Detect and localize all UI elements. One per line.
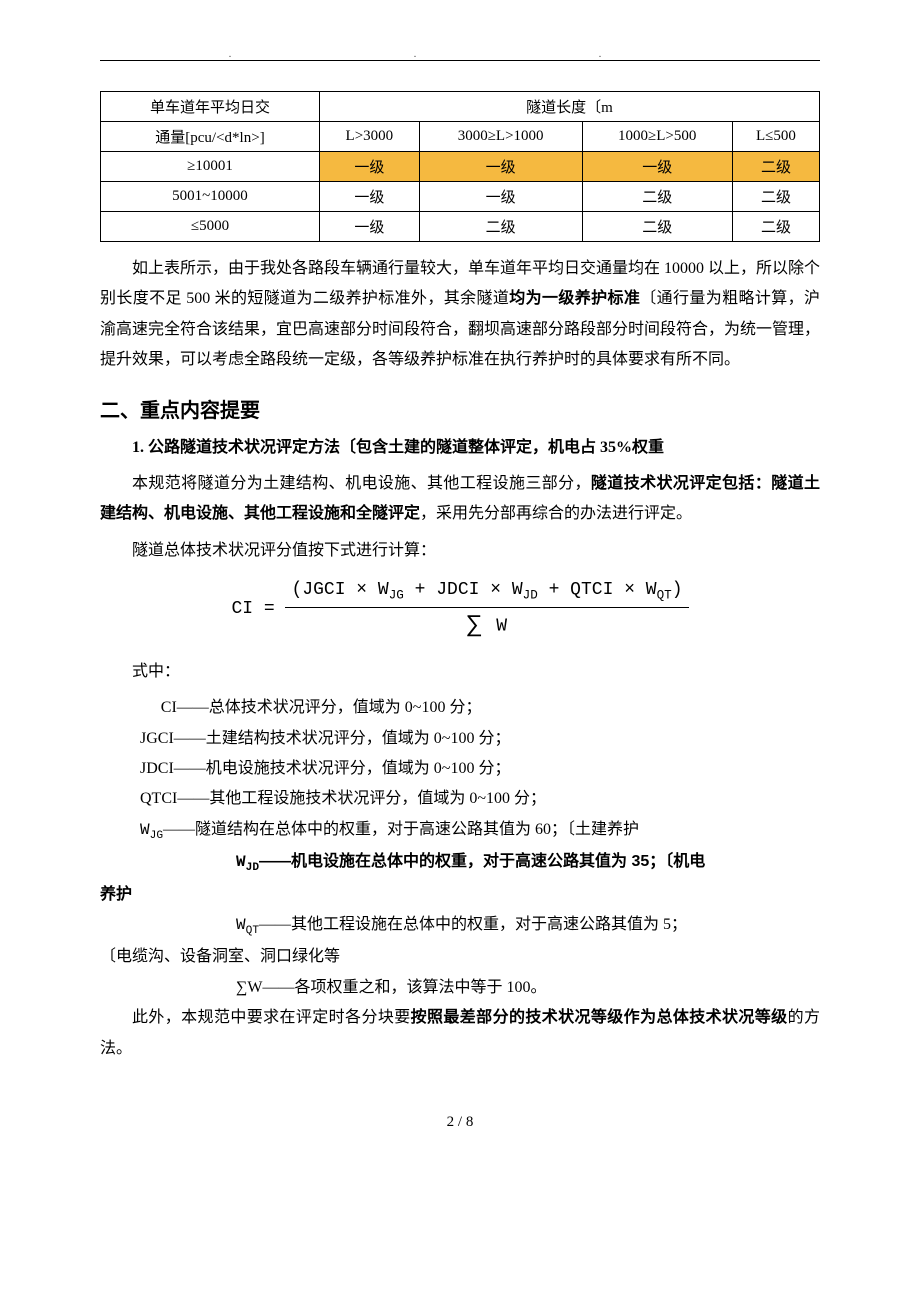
table-row: ≤5000 一级 二级 二级 二级 xyxy=(101,212,820,242)
num-sub1: JG xyxy=(389,589,404,603)
num-part3: ) xyxy=(672,580,683,600)
def-qtci: QTCI——其他工程设施技术状况评分，值域为 0~100 分； xyxy=(100,784,820,814)
th-traffic-top: 单车道年平均日交 xyxy=(101,92,320,122)
row1-cell1: 一级 xyxy=(419,182,582,212)
definitions-block: 式中： CI——总体技术状况评分，值域为 0~100 分； JGCI——土建结构… xyxy=(100,657,820,1004)
para-after-table: 如上表所示，由于我处各路段车辆通行量较大，单车道年平均日交通量均在 10000 … xyxy=(100,254,820,376)
row2-cell2: 二级 xyxy=(582,212,732,242)
para4: 此外，本规范中要求在评定时各分块要按照最差部分的技术状况等级作为总体技术状况等级… xyxy=(100,1003,820,1064)
row1-cell0: 一级 xyxy=(319,182,419,212)
def-sumw: ∑W——各项权重之和，该算法中等于 100。 xyxy=(100,973,820,1003)
page-footer: 2 / 8 xyxy=(100,1114,820,1131)
th-col-1: 3000≥L>1000 xyxy=(419,122,582,152)
wjd-sub: JD xyxy=(246,862,259,874)
row2-cell3: 二级 xyxy=(732,212,819,242)
table-header-row-1: 单车道年平均日交 隧道长度〔m xyxy=(101,92,820,122)
th-traffic-bottom: 通量[pcu/<d*ln>] xyxy=(101,122,320,152)
num-sub2: JD xyxy=(523,589,538,603)
formula-denominator: ∑ W xyxy=(285,608,688,639)
item1-title: 1. 公路隧道技术状况评定方法〔包含土建的隧道整体评定，机电占 35%权重 xyxy=(100,433,820,463)
para4-pre: 此外，本规范中要求在评定时各分块要 xyxy=(132,1009,411,1026)
def-wjd-tail: 养护 xyxy=(100,880,820,910)
page-container: . . . 单车道年平均日交 隧道长度〔m 通量[pcu/<d*ln>] L>3… xyxy=(0,0,920,1171)
row1-label: 5001~10000 xyxy=(101,182,320,212)
grade-table: 单车道年平均日交 隧道长度〔m 通量[pcu/<d*ln>] L>3000 30… xyxy=(100,91,820,242)
row0-cell2: 一级 xyxy=(582,152,732,182)
para2: 本规范将隧道分为土建结构、机电设施、其他工程设施三部分，隧道技术状况评定包括：隧… xyxy=(100,469,820,530)
row0-cell1: 一级 xyxy=(419,152,582,182)
def-jdci: JDCI——机电设施技术状况评分，值域为 0~100 分； xyxy=(100,754,820,784)
num-sub3: QT xyxy=(657,589,672,603)
para3: 隧道总体技术状况评分值按下式进行计算： xyxy=(100,536,820,566)
def-ci: CI——总体技术状况评分，值域为 0~100 分； xyxy=(100,693,820,723)
sumw-txt: ∑W——各项权重之和，该算法中等于 100。 xyxy=(236,979,547,996)
th-col-3: L≤500 xyxy=(732,122,819,152)
formula-numerator: (JGCI × WJG + JDCI × WJD + QTCI × WQT) xyxy=(285,580,688,608)
den-w: W xyxy=(485,616,507,636)
formula-fraction: (JGCI × WJG + JDCI × WJD + QTCI × WQT) ∑… xyxy=(285,580,688,639)
para2-post: ，采用先分部再综合的办法进行评定。 xyxy=(420,505,692,522)
wqt-sub: QT xyxy=(246,925,259,937)
wjd-sym: W xyxy=(236,853,246,871)
row0-cell0: 一级 xyxy=(319,152,419,182)
num-part2: + QTCI × W xyxy=(538,580,657,600)
sigma-icon: ∑ xyxy=(467,612,481,639)
para4-bold: 按照最差部分的技术状况等级作为总体技术状况等级 xyxy=(411,1009,788,1026)
wqt-txt: ——其他工程设施在总体中的权重，对于高速公路其值为 5； xyxy=(259,916,687,933)
formula-lhs: CI = xyxy=(231,599,274,619)
th-length-merged: 隧道长度〔m xyxy=(319,92,819,122)
wjd-txt: ——机电设施在总体中的权重，对于高速公路其值为 35；〔机电 xyxy=(259,853,705,870)
def-wqt-tail: 〔电缆沟、设备洞室、洞口绿化等 xyxy=(100,942,820,972)
row2-cell1: 二级 xyxy=(419,212,582,242)
table-header-row-2: 通量[pcu/<d*ln>] L>3000 3000≥L>1000 1000≥L… xyxy=(101,122,820,152)
wjg-txt: ——隧道结构在总体中的权重，对于高速公路其值为 60；〔土建养护 xyxy=(163,821,639,838)
num-part0: (JGCI × W xyxy=(291,580,388,600)
wjg-sym: W xyxy=(140,821,150,839)
para1-bold: 均为一级养护标准 xyxy=(509,290,640,307)
def-wjg: WJG——隧道结构在总体中的权重，对于高速公路其值为 60；〔土建养护 xyxy=(100,815,820,847)
def-wqt: WQT——其他工程设施在总体中的权重，对于高速公路其值为 5； xyxy=(100,910,820,942)
section-title: 二、重点内容提要 xyxy=(100,394,820,423)
row2-label: ≤5000 xyxy=(101,212,320,242)
def-jgci: JGCI——土建结构技术状况评分，值域为 0~100 分； xyxy=(100,724,820,754)
row2-cell0: 一级 xyxy=(319,212,419,242)
def-wjd: WJD——机电设施在总体中的权重，对于高速公路其值为 35；〔机电 xyxy=(100,847,820,879)
wqt-sym: W xyxy=(236,916,246,934)
th-col-0: L>3000 xyxy=(319,122,419,152)
para2-pre: 本规范将隧道分为土建结构、机电设施、其他工程设施三部分， xyxy=(132,475,591,492)
num-part1: + JDCI × W xyxy=(404,580,523,600)
defs-header: 式中： xyxy=(100,657,820,687)
row0-cell3: 二级 xyxy=(732,152,819,182)
row1-cell2: 二级 xyxy=(582,182,732,212)
th-col-2: 1000≥L>500 xyxy=(582,122,732,152)
row1-cell3: 二级 xyxy=(732,182,819,212)
wjg-sub: JG xyxy=(150,830,163,842)
table-row: 5001~10000 一级 一级 二级 二级 xyxy=(101,182,820,212)
header-dots: . . . xyxy=(100,49,820,60)
formula-ci: CI = (JGCI × WJG + JDCI × WJD + QTCI × W… xyxy=(100,580,820,639)
header-rule: . . . xyxy=(100,60,820,61)
table-row: ≥10001 一级 一级 一级 二级 xyxy=(101,152,820,182)
row0-label: ≥10001 xyxy=(101,152,320,182)
